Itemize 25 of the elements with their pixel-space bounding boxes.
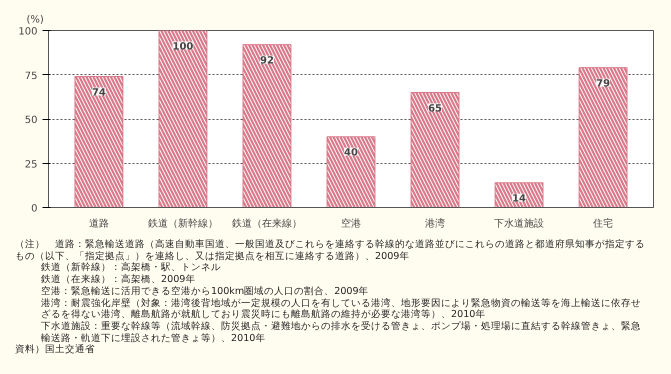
- x-tick-label: 下水道施設: [494, 218, 544, 230]
- text: 港湾：耐震強化岸壁（対象：港湾後背地域が一定規模の人口を有している港湾、地形要因により緊急物資の輸送等を海上輸送に依存せざるを得ない港湾、離島航路が就航しており震災時にも離島航路の維持が必要な港湾等）、2010年: [40, 298, 642, 321]
- text: （注） 道路：緊急輸送道路（高速自動車国道、一般国道及びこれらを連絡する幹線的な道路並びにこれらの道路と都道府県知事が指定するもの（以下、「指定拠点」）を連絡し、又は指定拠点を相互に連絡する道路）、2009年: [15, 239, 646, 262]
- data-label: 74: [92, 88, 106, 99]
- data-label: 79: [596, 78, 610, 90]
- x-tick-label: 道路: [88, 218, 109, 230]
- y-tick-label: 0: [31, 204, 38, 214]
- y-tick-label: 50: [24, 115, 38, 126]
- text: 鉄道（新幹線）：高架橋・駅、トンネル: [40, 262, 222, 274]
- text: 下水道施設：重要な幹線等（流域幹線、防災拠点・避難地からの排水を受ける管きょ、ポンプ場・処理場に直結する幹線管きょ、緊急輸送路・軌道下に埋設された管きょ等）、2010年: [40, 320, 642, 344]
- data-label: 92: [260, 56, 274, 67]
- data-label: 40: [344, 148, 358, 159]
- x-tick-label: 鉄道（在来線）: [232, 218, 302, 230]
- text: 空港：緊急輸送に活用できる空港から100km圏域の人口の割合、2009年: [40, 286, 370, 298]
- x-tick-label: 港湾: [425, 218, 446, 230]
- y-axis-title: (%): [26, 14, 44, 26]
- x-tick-label: 空港: [341, 218, 361, 230]
- y-tick-label: 100: [18, 26, 38, 38]
- text: 資料）国土交通省: [15, 344, 96, 356]
- y-tick-label: 75: [24, 70, 38, 82]
- x-tick-label: 住宅: [593, 218, 614, 230]
- x-tick-label: 鉄道（新幹線）: [148, 218, 218, 230]
- y-tick-label: 25: [24, 159, 38, 170]
- text: 鉄道（在来線）：高架橋、2009年: [40, 274, 196, 286]
- data-label: 14: [512, 194, 526, 205]
